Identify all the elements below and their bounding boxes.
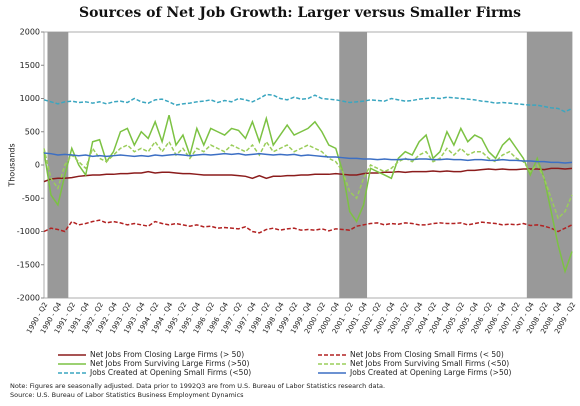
- legend-label: Net Jobs From Surviving Small Firms (<50…: [350, 359, 509, 368]
- y-tick-label: 2000: [20, 28, 40, 37]
- source: Source: U.S. Bureau of Labor Statistics …: [10, 391, 244, 399]
- y-tick-label: 1000: [20, 94, 40, 103]
- legend-label: Jobs Created at Opening Small Firms (<50…: [89, 368, 251, 377]
- y-tick-label: -2000: [17, 294, 40, 303]
- recession-shade: [339, 32, 368, 298]
- legend-label: Net Jobs From Closing Small Firms (< 50): [350, 350, 504, 359]
- series-line: [43, 93, 573, 113]
- series-line: [43, 152, 573, 164]
- chart-title: Sources of Net Job Growth: Larger versus…: [79, 5, 521, 21]
- y-tick-label: 500: [25, 127, 40, 136]
- y-tick-label: 0: [35, 161, 40, 170]
- series-line: [43, 219, 573, 234]
- y-tick-label: -1500: [17, 260, 40, 269]
- recession-shade: [526, 32, 572, 298]
- series-line: [43, 167, 573, 183]
- legend-label: Net Jobs From Surviving Large Firms (>50…: [90, 359, 250, 368]
- y-tick-label: -1000: [17, 227, 40, 236]
- plot-frame: [43, 31, 573, 299]
- note: Note: Figures are seasonally adjusted. D…: [10, 382, 385, 390]
- y-axis-label: Thousands: [8, 143, 17, 187]
- y-tick-label: -500: [22, 194, 40, 203]
- legend-label: Jobs Created at Opening Large Firms (>50…: [349, 368, 511, 377]
- series-line: [43, 114, 573, 274]
- y-tick-label: 1500: [20, 61, 40, 70]
- legend-label: Net Jobs From Closing Large Firms (> 50): [90, 350, 244, 359]
- series-line: [43, 140, 573, 220]
